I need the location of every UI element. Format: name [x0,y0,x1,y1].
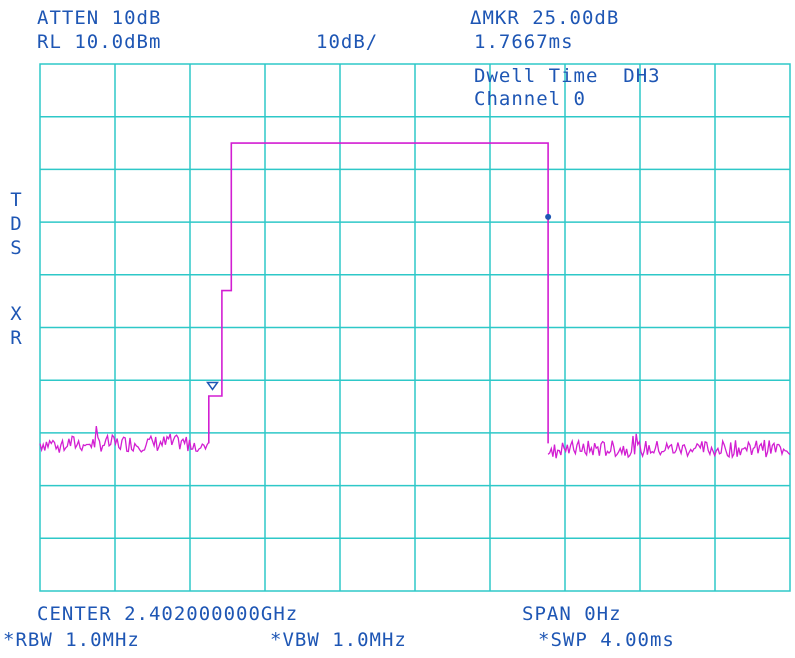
marker-layer [206,213,552,391]
vbw-label: *VBW 1.0MHz [270,629,407,651]
delta-marker-label: ΔMKR 25.00dB [470,7,620,29]
annotation-line1: Dwell Time DH3 [474,65,661,87]
rbw-label: *RBW 1.0MHz [3,629,140,651]
side-label-s: S [10,237,22,259]
trace-noise-right [547,433,791,460]
reference-marker [206,381,219,391]
annotation-line2: Channel 0 [474,88,586,110]
center-frequency-label: CENTER 2.402000000GHz [37,603,299,625]
span-label: SPAN 0Hz [522,603,622,625]
sweep-label: *SWP 4.00ms [538,629,675,651]
atten-label: ATTEN 10dB [37,7,162,29]
side-label-r: R [10,327,22,349]
delta-time-label: 1.7667ms [474,31,574,53]
ref-level-label: RL 10.0dBm [37,31,162,53]
side-label-x: X [10,303,22,325]
plot-grid [40,64,790,591]
trace-pulse [208,142,549,444]
side-label-d: D [10,213,22,235]
scale-label: 10dB/ [316,31,379,53]
side-label-t: T [10,189,22,211]
delta-marker [545,213,552,220]
trace-noise-left [39,426,210,453]
